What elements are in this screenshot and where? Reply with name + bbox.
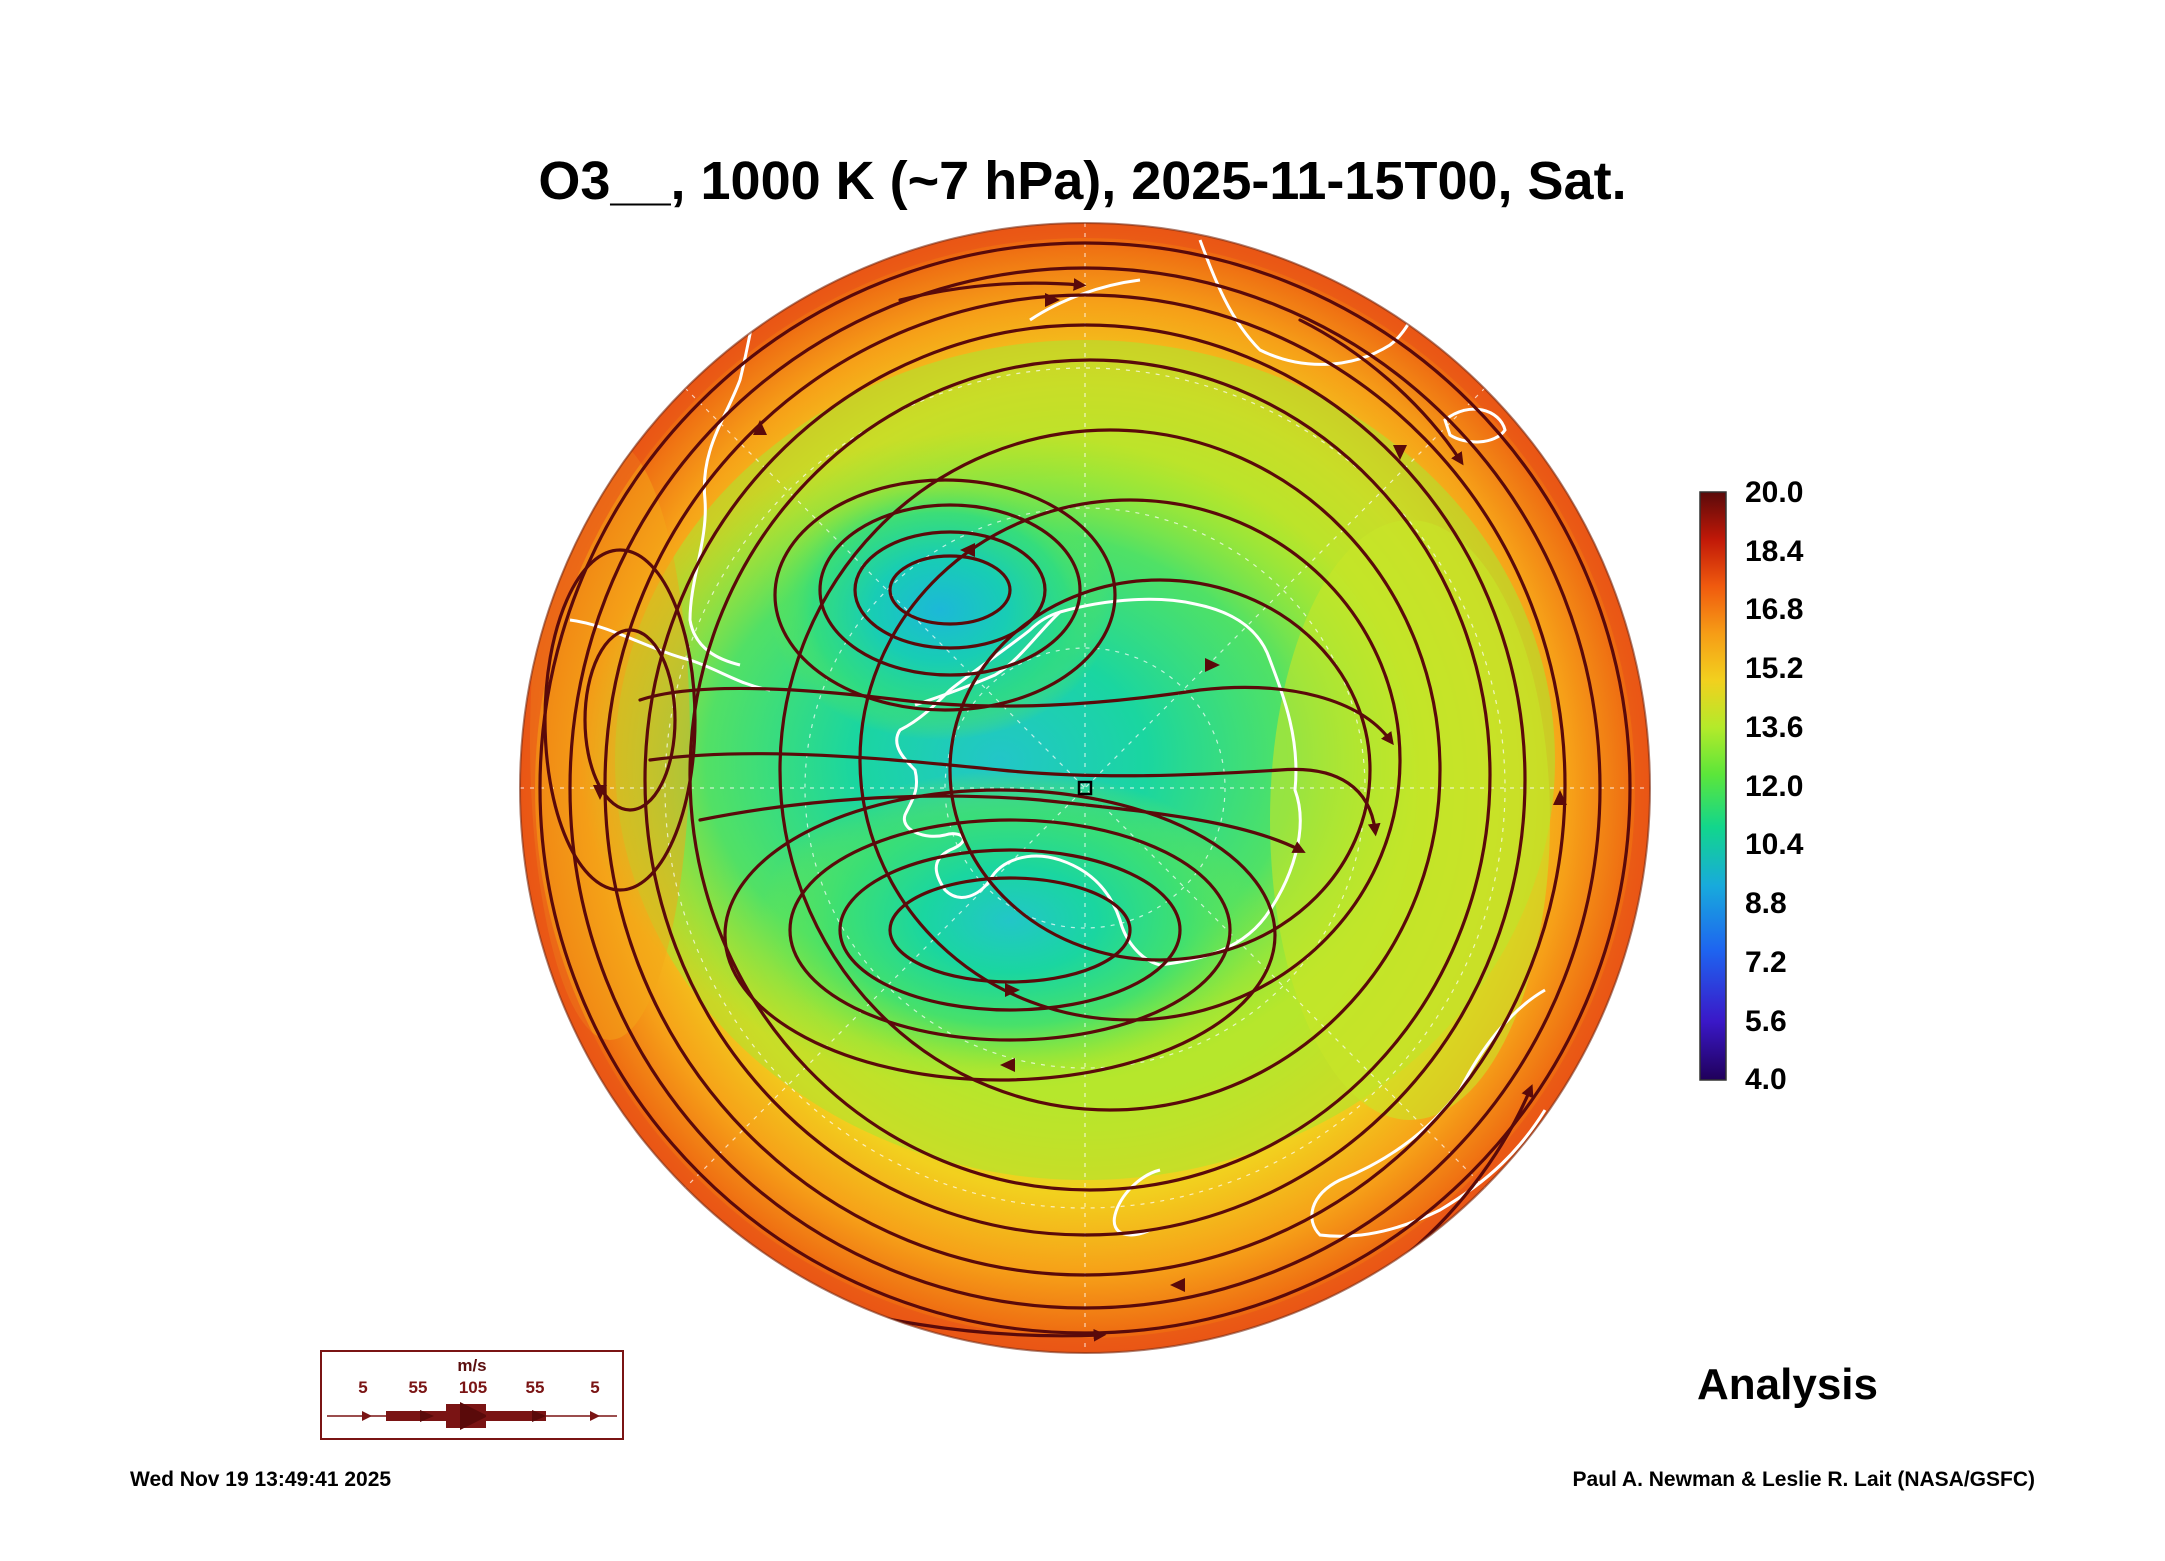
colorbar (1699, 491, 1727, 1081)
colorbar-tick-label: 20.0 (1745, 476, 1804, 509)
wind-legend-value: 55 (408, 1378, 428, 1397)
map-title: O3__, 1000 K (~7 hPa), 2025-11-15T00, Sa… (538, 151, 1627, 211)
colorbar-tick-label: 5.6 (1745, 1005, 1787, 1038)
wind-arrows (593, 293, 1567, 1292)
colorbar-tick-label: 7.2 (1745, 946, 1787, 979)
wind-speed-legend: m/s 5 55 105 55 5 (320, 1350, 624, 1440)
pole-marker (1077, 780, 1093, 796)
colorbar-tick-label: 8.8 (1745, 887, 1787, 920)
colorbar-tick-label: 4.0 (1745, 1063, 1787, 1096)
colorbar-tick-label: 16.8 (1745, 593, 1804, 626)
wind-legend-value: 55 (525, 1378, 545, 1397)
timestamp: Wed Nov 19 13:49:41 2025 (130, 1468, 392, 1491)
wind-legend-value: 5 (358, 1378, 368, 1397)
graticule (520, 223, 1650, 1353)
colorbar-tick-label: 12.0 (1745, 770, 1804, 803)
wind-legend-unit: m/s (457, 1356, 487, 1375)
colorbar-tick-label: 18.4 (1745, 535, 1804, 568)
panel-label: Analysis (1697, 1360, 1878, 1409)
wind-legend-value: 5 (590, 1378, 600, 1397)
globe-outline (519, 222, 1651, 1354)
colorbar-tick-label: 15.2 (1745, 652, 1804, 685)
colorbar-tick-label: 10.4 (1745, 828, 1804, 861)
colorbar-tick-label: 13.6 (1745, 711, 1804, 744)
wind-legend-value: 105 (458, 1378, 488, 1397)
credit: Paul A. Newman & Leslie R. Lait (NASA/GS… (1572, 1468, 2035, 1491)
wind-legend-arrow (327, 1402, 617, 1430)
